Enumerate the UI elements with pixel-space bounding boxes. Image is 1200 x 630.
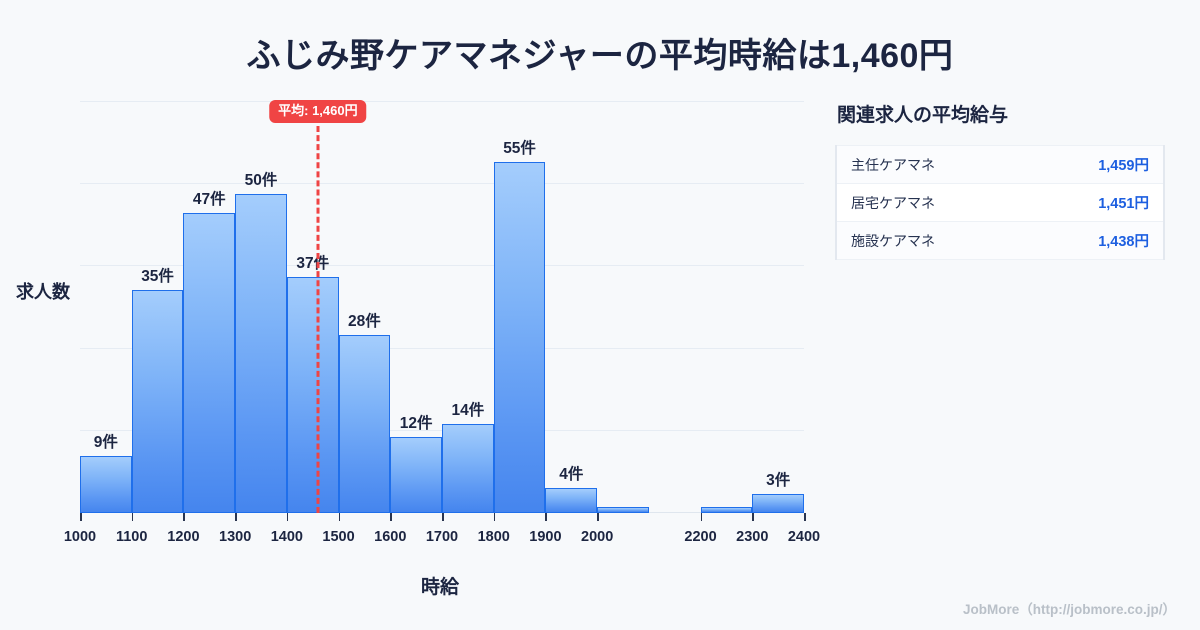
salary-row-value: 1,438円 [1098, 234, 1149, 250]
x-axis-tick [597, 513, 599, 521]
x-axis-tick-label: 2300 [736, 529, 769, 545]
x-axis-tick-label: 1300 [219, 529, 252, 545]
gridline [80, 265, 804, 267]
bar-value-label: 12件 [399, 414, 433, 432]
histogram-bar[interactable] [183, 213, 236, 513]
histogram-bar[interactable] [131, 289, 184, 513]
salary-row-label: 施設ケアマネ [851, 232, 935, 249]
histogram-bar[interactable] [442, 423, 494, 513]
x-axis-tick [804, 513, 806, 521]
x-axis-tick [442, 513, 444, 521]
bar-value-label: 50件 [244, 172, 278, 190]
histogram-bar[interactable] [752, 493, 804, 513]
x-axis-tick [545, 513, 547, 521]
x-axis-title: 時給 [420, 577, 459, 598]
x-axis-tick-label: 1100 [115, 529, 148, 545]
bar-value-label: 28件 [348, 312, 381, 330]
x-axis-tick-label: 1200 [167, 529, 200, 545]
histogram-chart: 9件 35件 47件 50件 37件 28件 12件 14件 55件 4件 3件 1000 1100 12… [0, 96, 820, 545]
bar-value-label: 4件 [559, 465, 584, 483]
bar-value-label: 47件 [192, 191, 226, 209]
histogram-bar[interactable] [493, 162, 546, 513]
related-salary-panel: 関連求人の平均給与 主任ケアマネ 1,459円居宅ケアマネ 1,451円施設ケアマネ… [835, 100, 1165, 260]
x-axis-tick [390, 513, 392, 521]
x-axis-tick-label: 1500 [322, 529, 355, 545]
histogram-bar[interactable] [338, 334, 391, 513]
table-row[interactable]: 施設ケアマネ 1,438円 [837, 222, 1163, 260]
histogram-bar[interactable] [80, 455, 132, 513]
footer-watermark: JobMore（http://jobmore.co.jp/） [963, 602, 1176, 617]
x-axis-tick [286, 513, 289, 521]
salary-row-value: 1,451円 [1098, 196, 1149, 212]
histogram-bar[interactable] [700, 506, 753, 513]
related-salary-table: 主任ケアマネ 1,459円居宅ケアマネ 1,451円施設ケアマネ 1,438円 [835, 145, 1165, 260]
histogram-bar[interactable] [235, 194, 287, 513]
x-axis-tick-label: 1000 [63, 529, 97, 545]
x-axis-tick-label: 1900 [529, 529, 562, 545]
x-axis-tick [493, 513, 496, 521]
y-axis-title: 求人数 [16, 282, 70, 302]
page-title: ふじみ野ケアマネジャーの平均時給は1,460円 [246, 37, 954, 75]
x-axis-tick [80, 513, 82, 521]
bar-value-label: 9件 [93, 433, 118, 451]
x-axis-tick-label: 1400 [270, 529, 303, 545]
x-axis-tick [235, 513, 237, 521]
bar-value-label: 14件 [451, 401, 485, 419]
gridline [80, 347, 804, 349]
x-axis-tick-label: 2000 [581, 529, 614, 545]
salary-row-value: 1,459円 [1098, 158, 1149, 174]
x-axis-tick-label: 1600 [374, 529, 407, 545]
x-axis-tick [700, 513, 703, 521]
x-axis-tick-label: 2200 [684, 529, 717, 545]
plot-area: 9件 35件 47件 50件 37件 28件 12件 14件 55件 4件 3件 1000 1100 12… [64, 100, 820, 545]
average-badge: 平均: 1,460円 [269, 100, 367, 124]
x-axis-tick [131, 513, 134, 521]
average-line [316, 126, 320, 513]
related-salary-title: 関連求人の平均給与 [837, 105, 1009, 126]
salary-row-label: 居宅ケアマネ [851, 194, 935, 211]
x-axis-tick [338, 513, 341, 521]
gridline [80, 100, 804, 102]
salary-row-label: 主任ケアマネ [851, 156, 935, 173]
x-axis-tick [183, 513, 185, 521]
table-row[interactable]: 主任ケアマネ 1,459円 [837, 145, 1163, 184]
x-axis-tick-label: 1700 [425, 529, 459, 545]
x-axis-tick [752, 513, 754, 521]
bar-value-label: 35件 [141, 267, 174, 285]
gridline [80, 183, 804, 185]
histogram-bar[interactable] [597, 506, 649, 513]
bar-value-label: 55件 [503, 140, 536, 158]
x-axis-tick-label: 1800 [477, 529, 510, 545]
bar-value-label: 37件 [296, 255, 330, 273]
x-axis-tick-label: 2400 [787, 529, 821, 545]
table-row[interactable]: 居宅ケアマネ 1,451円 [837, 184, 1163, 222]
histogram-bar[interactable] [390, 436, 442, 513]
histogram-bar[interactable] [545, 487, 598, 513]
histogram-bar[interactable] [286, 277, 339, 513]
bar-value-label: 3件 [766, 471, 791, 489]
